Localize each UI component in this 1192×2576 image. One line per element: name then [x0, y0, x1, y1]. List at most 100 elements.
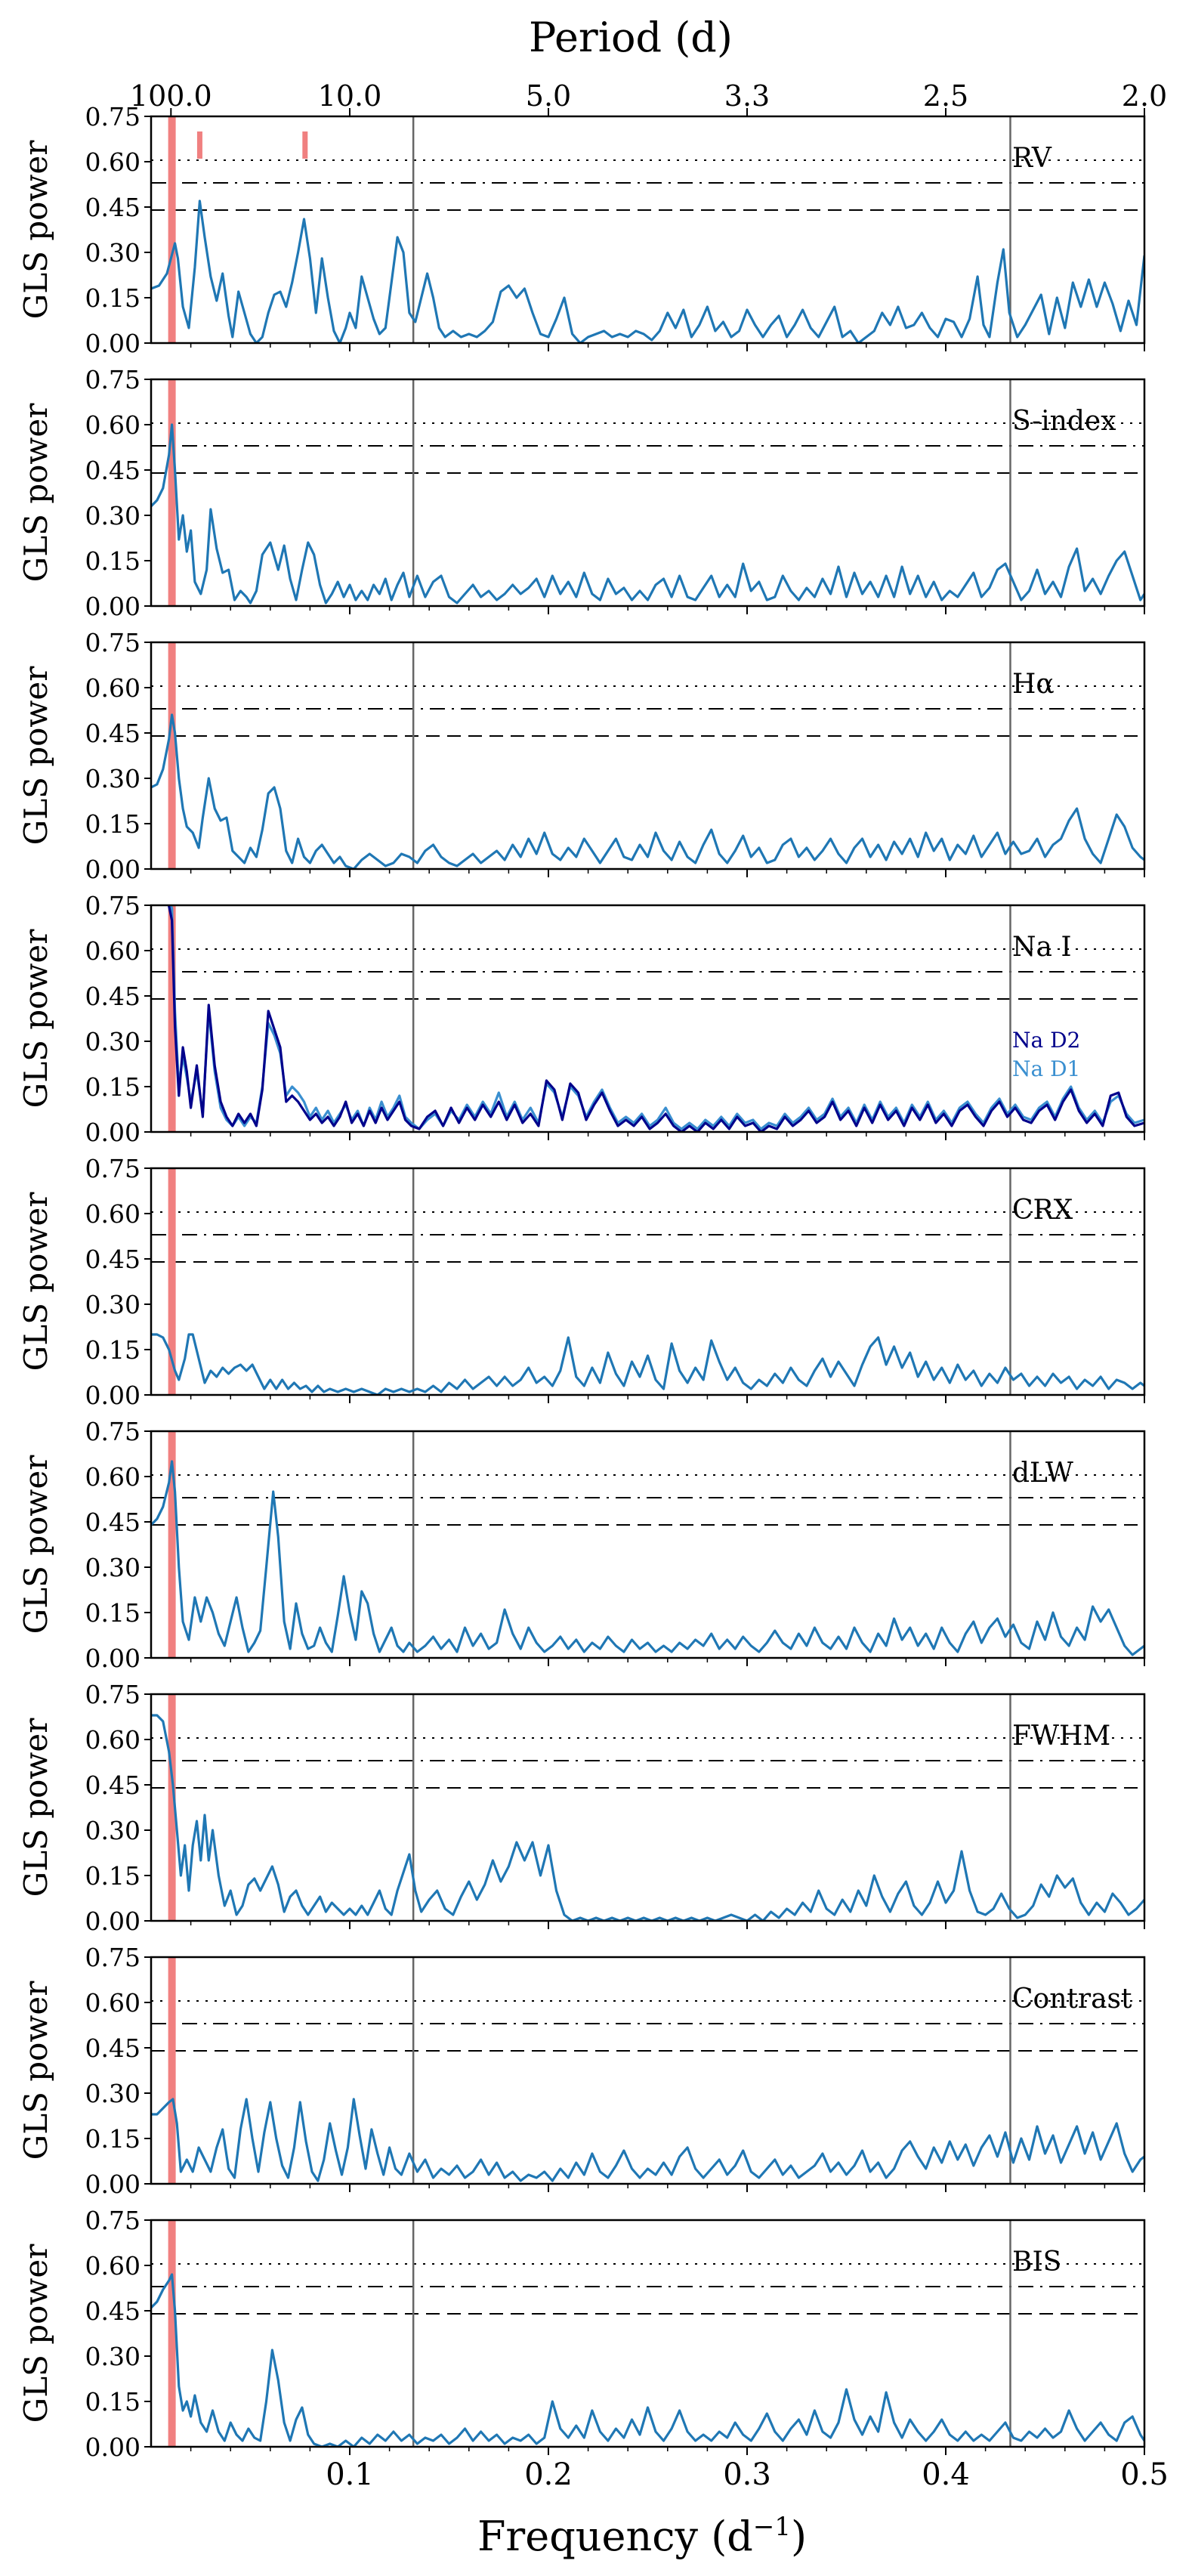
- panel-8: 0.00 0.15 0.30 0.45 0.60 0.75 GLS power BIS 0.1 0…: [17, 2206, 1169, 2492]
- panel-1: 0.00 0.15 0.30 0.45 0.60 0.75 GLS power S-index: [17, 365, 1146, 621]
- y-tick-label: 0.15: [85, 546, 141, 576]
- y-tick-label: 0.30: [85, 501, 141, 530]
- y-tick-label: 0.60: [85, 410, 141, 440]
- y-tick-label: 0.60: [85, 673, 141, 703]
- y-tick-label: 0.30: [85, 764, 141, 793]
- top-tick-label: 2.5: [923, 79, 968, 113]
- panel-label: RV: [1012, 143, 1052, 174]
- series-line-0: [151, 713, 1144, 869]
- y-tick-label: 0.45: [85, 2033, 141, 2063]
- panel-background: [151, 905, 1144, 1132]
- y-axis-title: GLS power: [17, 140, 54, 320]
- panel-0: 0.00 0.15 0.30 0.45 0.60 0.75 GLS power RV: [17, 102, 1146, 358]
- legend-entry: Na D2: [1012, 1028, 1080, 1053]
- x-tick-label: 0.5: [1120, 2457, 1169, 2492]
- y-tick-label: 0.45: [85, 193, 141, 222]
- y-tick-label: 0.00: [85, 592, 141, 621]
- panel-frame: [150, 1693, 1146, 1922]
- y-tick-label: 0.60: [85, 1462, 141, 1492]
- y-tick-label: 0.30: [85, 238, 141, 267]
- panel-frame: [150, 1430, 1146, 1659]
- y-tick-label: 0.30: [85, 2342, 141, 2371]
- panel-2: 0.00 0.15 0.30 0.45 0.60 0.75 GLS power Hα: [17, 628, 1146, 884]
- panel-label: FWHM: [1012, 1721, 1110, 1752]
- y-tick-label: 0.45: [85, 1508, 141, 1537]
- y-tick-label: 0.45: [85, 719, 141, 748]
- panel-label: BIS: [1012, 2247, 1061, 2278]
- y-tick-label: 0.45: [85, 1770, 141, 1800]
- panel-background: [151, 116, 1144, 343]
- y-tick-label: 0.15: [85, 1861, 141, 1891]
- panel-7: 0.00 0.15 0.30 0.45 0.60 0.75 GLS power Contras…: [17, 1943, 1146, 2199]
- series-line-0: [151, 2273, 1144, 2447]
- panel-6: 0.00 0.15 0.30 0.45 0.60 0.75 GLS power FWHM: [17, 1680, 1146, 1936]
- top-tick-label: 100.0: [130, 79, 212, 113]
- y-axis-title: GLS power: [17, 1455, 54, 1634]
- y-tick-label: 0.15: [85, 1072, 141, 1102]
- y-tick-label: 0.15: [85, 809, 141, 839]
- y-axis-title: GLS power: [17, 929, 54, 1109]
- y-axis-title: GLS power: [17, 666, 54, 846]
- panel-4: 0.00 0.15 0.30 0.45 0.60 0.75 GLS power CRX: [17, 1154, 1146, 1410]
- y-axis-title: GLS power: [17, 2244, 54, 2423]
- legend-entry: Na D1: [1012, 1056, 1080, 1081]
- series-line-0: [151, 1714, 1144, 1921]
- series-line-0: [151, 423, 1144, 605]
- series-line-0: [151, 2098, 1144, 2182]
- panel-background: [151, 1957, 1144, 2184]
- y-tick-label: 0.15: [85, 2124, 141, 2154]
- y-tick-label: 0.45: [85, 1245, 141, 1274]
- y-tick-label: 0.75: [85, 1680, 141, 1709]
- y-tick-label: 0.60: [85, 1988, 141, 2018]
- y-tick-label: 0.30: [85, 1816, 141, 1845]
- panel-frame: [150, 2219, 1146, 2448]
- panel-label: S-index: [1012, 406, 1116, 437]
- y-tick-label: 0.75: [85, 102, 141, 131]
- y-tick-label: 0.30: [85, 1290, 141, 1319]
- y-tick-label: 0.00: [85, 2169, 141, 2199]
- y-tick-label: 0.60: [85, 1725, 141, 1755]
- x-tick-label: 0.3: [723, 2457, 771, 2492]
- y-axis-title: GLS power: [17, 1981, 54, 2160]
- y-tick-label: 0.00: [85, 1906, 141, 1936]
- y-tick-label: 0.75: [85, 891, 141, 920]
- series-line-0: [151, 1333, 1144, 1395]
- y-tick-label: 0.60: [85, 936, 141, 966]
- panel-frame: [150, 641, 1146, 871]
- top-axis-title: Period (d): [529, 14, 733, 61]
- panel-background: [151, 1431, 1144, 1658]
- panel-background: [151, 642, 1144, 869]
- panel-label: CRX: [1012, 1195, 1073, 1226]
- panel-5: 0.00 0.15 0.30 0.45 0.60 0.75 GLS power dLW: [17, 1417, 1146, 1673]
- y-tick-label: 0.75: [85, 1943, 141, 1972]
- panels: 100.0 10.0 5.0 3.3 2.5 2.0 0.00 0.15 0.30 0.45 0.6…: [17, 79, 1169, 2492]
- y-tick-label: 0.75: [85, 1154, 141, 1183]
- y-tick-label: 0.60: [85, 147, 141, 177]
- y-tick-label: 0.75: [85, 1417, 141, 1446]
- y-tick-label: 0.00: [85, 1644, 141, 1673]
- panel-frame: [150, 1167, 1146, 1396]
- y-tick-label: 0.15: [85, 2387, 141, 2417]
- panel-frame: [150, 378, 1146, 608]
- series-line-0: [151, 199, 1144, 343]
- top-tick-label: 5.0: [526, 79, 571, 113]
- y-tick-label: 0.00: [85, 1381, 141, 1410]
- y-tick-label: 0.45: [85, 456, 141, 485]
- y-tick-label: 0.60: [85, 1199, 141, 1229]
- y-tick-label: 0.30: [85, 1027, 141, 1056]
- y-tick-label: 0.00: [85, 1118, 141, 1147]
- y-tick-label: 0.75: [85, 2206, 141, 2235]
- y-tick-label: 0.00: [85, 2432, 141, 2462]
- x-tick-label: 0.1: [326, 2457, 374, 2492]
- y-axis-title: GLS power: [17, 1718, 54, 1897]
- panel-3: 0.00 0.15 0.30 0.45 0.60 0.75 GLS power Na I Na …: [17, 891, 1146, 1147]
- panel-label: Na I: [1012, 932, 1072, 963]
- panel-background: [151, 1694, 1144, 1921]
- top-tick-label: 10.0: [318, 79, 382, 113]
- y-tick-label: 0.75: [85, 365, 141, 394]
- y-tick-label: 0.45: [85, 982, 141, 1011]
- panel-frame: [150, 1956, 1146, 2185]
- y-axis-title: GLS power: [17, 1192, 54, 1371]
- y-tick-label: 0.15: [85, 1598, 141, 1628]
